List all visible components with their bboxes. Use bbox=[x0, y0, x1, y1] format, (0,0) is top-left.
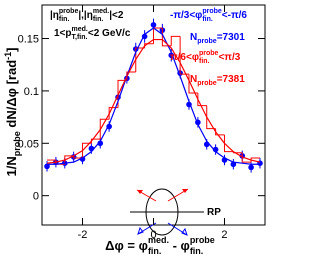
histogram-bin bbox=[223, 134, 234, 153]
histogram-bin bbox=[73, 155, 83, 159]
data-point bbox=[248, 164, 254, 171]
data-point bbox=[44, 163, 50, 170]
rp-diagram bbox=[130, 188, 204, 236]
histogram-bin bbox=[64, 155, 74, 165]
series-label: -π/3<φfin.probe<-π/6 bbox=[170, 8, 247, 23]
fit-curve bbox=[47, 27, 260, 165]
histogram-bin bbox=[241, 152, 252, 163]
x-tick-label: 0 bbox=[150, 229, 156, 241]
histogram-bin bbox=[197, 93, 207, 107]
y-tick-label: 0.1 bbox=[24, 86, 39, 98]
data-point bbox=[150, 22, 157, 28]
data-point bbox=[212, 146, 219, 153]
x-tick-label: -2 bbox=[78, 229, 88, 241]
x-tick-label: 2 bbox=[221, 229, 227, 241]
y-tick-label: 0 bbox=[33, 191, 39, 203]
data-point bbox=[97, 140, 104, 147]
chart: |ηfin.probe|,|ηfin.med.|<2 1<pT,fin.med.… bbox=[3, 4, 266, 256]
histogram-bin bbox=[250, 157, 260, 163]
y-tick-label: 0.05 bbox=[18, 138, 39, 150]
y-axis-label: 1/Nprobe dN/Δφ [rad-1] bbox=[3, 48, 22, 177]
pt-cut: 1<pT,fin.med.<2 GeV/c bbox=[54, 26, 131, 41]
histogram-bin bbox=[135, 47, 145, 73]
plot-area bbox=[44, 18, 263, 173]
histogram-bin bbox=[82, 142, 92, 158]
fit-curve bbox=[46, 38, 261, 164]
series-count: Nprobe=7381 bbox=[190, 74, 245, 87]
series-count: Nprobe=7301 bbox=[190, 32, 245, 45]
histogram-bin bbox=[117, 79, 127, 108]
rp-label: RP bbox=[207, 207, 221, 218]
series-label: π/6<φfin.probe<π/3 bbox=[170, 50, 241, 65]
histogram-bin bbox=[206, 105, 216, 130]
eta-cut: |ηfin.probe|,|ηfin.med.|<2 bbox=[50, 8, 124, 23]
histogram-bin bbox=[170, 35, 181, 46]
x-axis-label: Δφ = φfin.med. - φfin.probe bbox=[105, 235, 215, 256]
y-tick-label: 0.15 bbox=[18, 34, 39, 46]
